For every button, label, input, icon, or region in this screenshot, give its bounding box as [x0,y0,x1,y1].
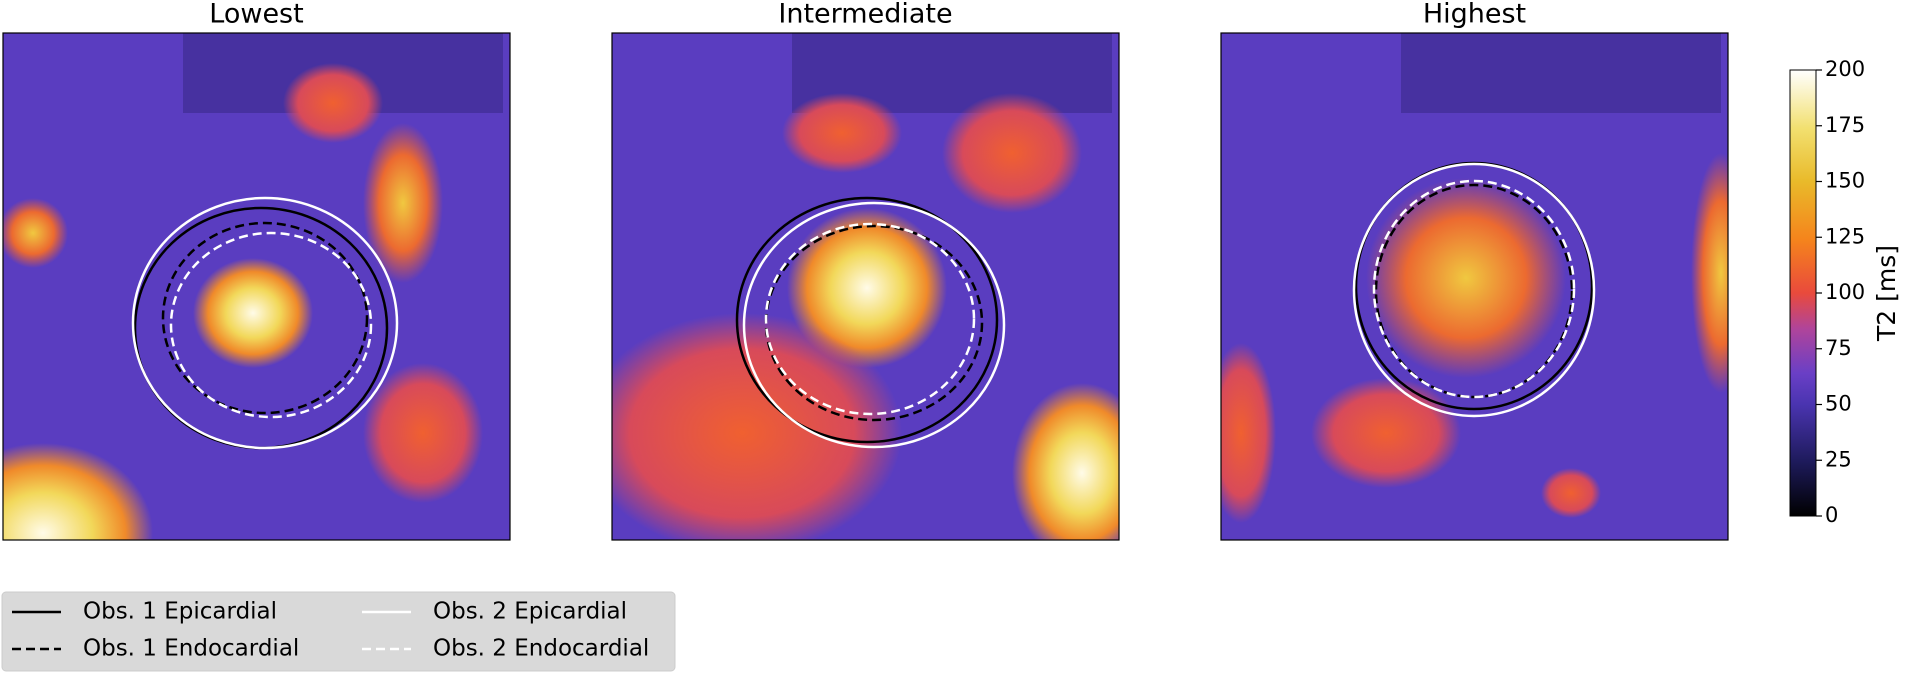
panel-title: Intermediate [778,0,952,30]
tissue-region [1541,468,1601,518]
colorbar-label: T2 [ms] [1872,245,1901,342]
legend-label: Obs. 2 Endocardial [433,636,649,662]
colorbar-tick-label: 175 [1825,113,1865,137]
tissue-region [1012,383,1119,540]
panel: Lowest [2,0,511,541]
panel-frame [2,32,511,541]
contour [169,231,373,419]
panel: Highest [1220,0,1729,541]
tissue-region [363,363,483,503]
colorbar-tick-label: 100 [1825,280,1865,304]
legend-label: Obs. 1 Endocardial [83,636,299,662]
tissue-region [1311,378,1461,488]
panel-image [1221,33,1728,540]
contour [161,221,369,415]
contour [735,196,999,444]
colorbar-tick-label: 75 [1825,336,1852,360]
contour [764,222,976,416]
tissue-region [1691,153,1728,393]
tissue-region [782,93,902,173]
colorbar-tick-label: 200 [1825,57,1865,81]
tissue-region [193,258,313,368]
colorbar-tick-label: 25 [1825,447,1852,471]
legend-entries: Obs. 1 Epicardial Obs. 1 Endocardial Obs. … [12,599,649,662]
colorbar-tick-label: 125 [1825,224,1865,248]
panel: Intermediate [611,0,1120,541]
colorbar-tick-label: 0 [1825,503,1838,527]
legend-label: Obs. 1 Epicardial [83,599,277,625]
colorbar-tick-label: 150 [1825,169,1865,193]
panel-image [612,33,1119,540]
tissue-region [1366,178,1566,378]
contour [764,224,984,422]
legend [1,591,676,672]
legend-label: Obs. 2 Epicardial [433,599,627,625]
panel-dark-region [1401,33,1721,113]
colorbar-axis: 0 25 50 75 100 125 150 175 200 [1816,57,1865,527]
panel-title: Lowest [209,0,303,30]
contour [131,196,399,450]
tissue-region [787,208,947,368]
tissue-region [1221,343,1276,523]
contour [742,201,1006,449]
tissue-region [363,123,443,283]
panel-image [3,33,510,540]
colorbar [1789,69,1817,517]
panel-frame [1220,32,1729,541]
tissue-region [3,443,153,540]
tissue-region [283,63,383,143]
panels: Lowest Intermediate Highest [2,0,1729,541]
colorbar-tick-label: 50 [1825,392,1852,416]
contour [1372,179,1576,399]
panel-title: Highest [1423,0,1526,30]
contour [1352,162,1596,418]
tissue-region [612,313,902,540]
tissue-region [3,198,68,268]
tissue-region [942,93,1082,213]
panel-frame [611,32,1120,541]
contour [1374,183,1574,399]
